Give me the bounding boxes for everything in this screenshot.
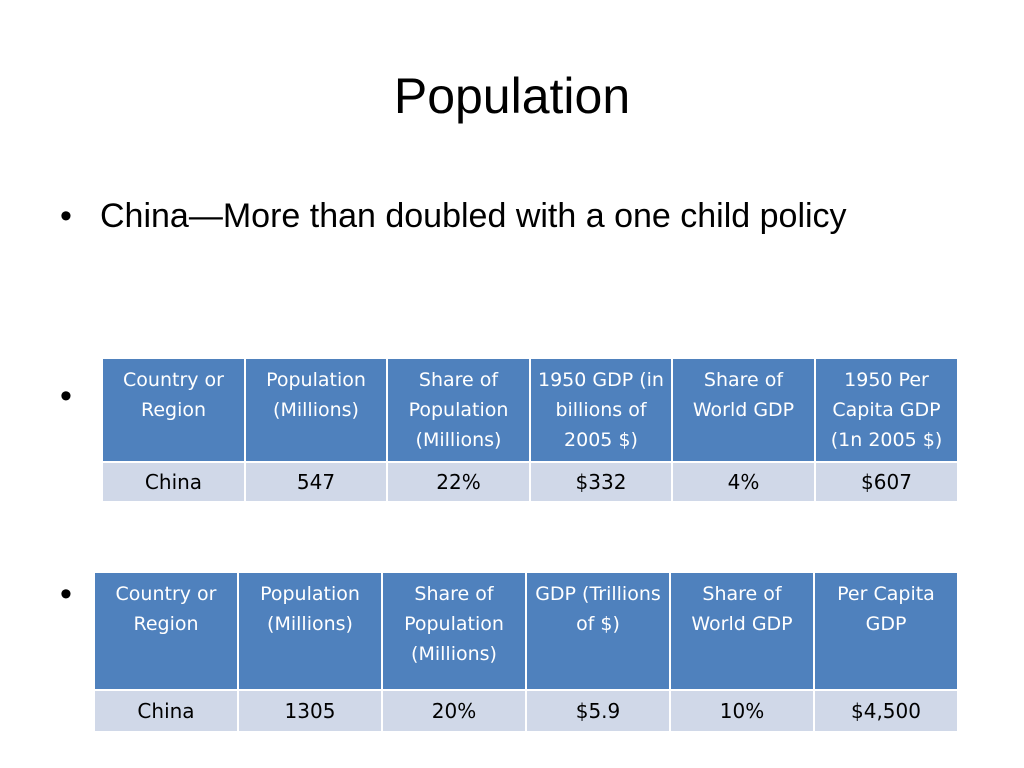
cell-population: 547 bbox=[244, 461, 388, 503]
table-row: China 1305 20% $5.9 10% $4,500 bbox=[93, 689, 959, 733]
table-header-row: Country or Region Population (Millions) … bbox=[93, 571, 959, 691]
bullet-dot: • bbox=[60, 197, 72, 235]
table-1950-gdp: Country or Region Population (Millions) … bbox=[101, 357, 959, 503]
cell-gdp: $5.9 bbox=[525, 689, 671, 733]
header-share-gdp: Share of World GDP bbox=[669, 571, 815, 691]
header-gdp: 1950 GDP (in billions of 2005 $) bbox=[529, 357, 673, 463]
cell-country: China bbox=[101, 461, 246, 503]
bullet-dot: • bbox=[60, 377, 72, 415]
bullet-dot: • bbox=[60, 575, 72, 613]
header-share-population: Share of Population (Millions) bbox=[386, 357, 531, 463]
header-per-capita-gdp: Per Capita GDP bbox=[813, 571, 959, 691]
cell-share-population: 22% bbox=[386, 461, 531, 503]
cell-population: 1305 bbox=[237, 689, 383, 733]
cell-country: China bbox=[93, 689, 239, 733]
cell-per-capita-gdp: $4,500 bbox=[813, 689, 959, 733]
table-header-row: Country or Region Population (Millions) … bbox=[101, 357, 959, 463]
cell-gdp: $332 bbox=[529, 461, 673, 503]
cell-per-capita-gdp: $607 bbox=[814, 461, 959, 503]
cell-share-gdp: 4% bbox=[671, 461, 816, 503]
bullet-text: China—More than doubled with a one child… bbox=[100, 197, 847, 235]
header-gdp: GDP (Trillions of $) bbox=[525, 571, 671, 691]
cell-share-population: 20% bbox=[381, 689, 527, 733]
header-share-population: Share of Population (Millions) bbox=[381, 571, 527, 691]
header-population: Population (Millions) bbox=[244, 357, 388, 463]
header-population: Population (Millions) bbox=[237, 571, 383, 691]
table-row: China 547 22% $332 4% $607 bbox=[101, 461, 959, 503]
header-share-gdp: Share of World GDP bbox=[671, 357, 816, 463]
header-per-capita-gdp: 1950 Per Capita GDP (1n 2005 $) bbox=[814, 357, 959, 463]
slide-title: Population bbox=[393, 68, 631, 124]
table-current-gdp: Country or Region Population (Millions) … bbox=[93, 571, 959, 733]
header-country: Country or Region bbox=[101, 357, 246, 463]
cell-share-gdp: 10% bbox=[669, 689, 815, 733]
header-country: Country or Region bbox=[93, 571, 239, 691]
